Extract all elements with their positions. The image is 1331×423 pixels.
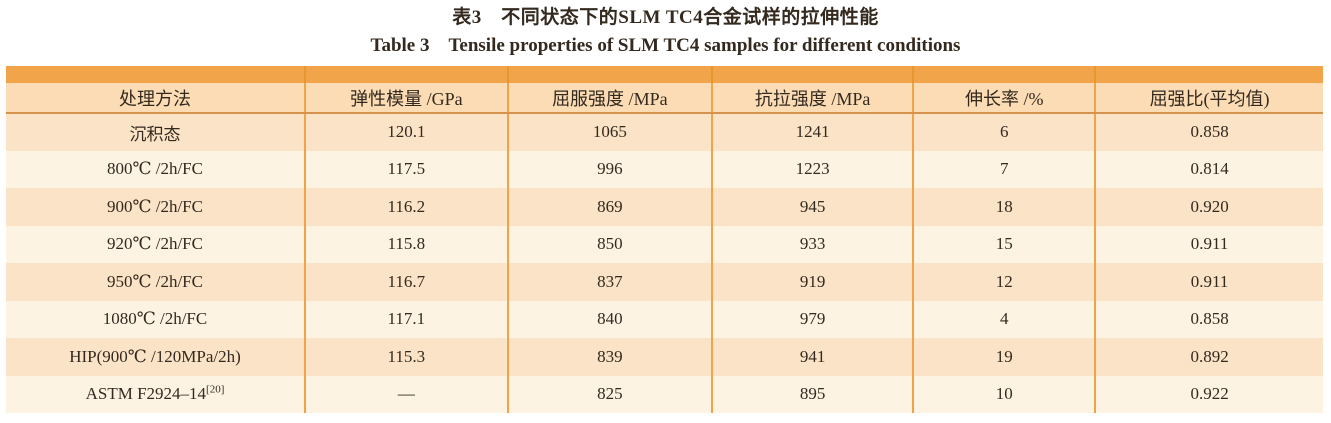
value-cell: 12 (913, 263, 1097, 301)
value-cell: 850 (507, 225, 713, 263)
column-header-treatment: 处理方法 (6, 83, 306, 114)
value-cell: 18 (913, 188, 1097, 226)
value-cell: 6 (913, 113, 1097, 151)
table-row: 900℃ /2h/FC 116.2 869 945 18 0.920 (6, 188, 1323, 226)
table-row: 沉积态 120.1 1065 1241 6 0.858 (6, 113, 1323, 151)
value-cell: 1223 (711, 150, 915, 188)
value-cell: 979 (711, 300, 915, 338)
value-cell: 895 (711, 375, 915, 413)
band-cell (711, 66, 915, 83)
table-row: 800℃ /2h/FC 117.5 996 1223 7 0.814 (6, 150, 1323, 188)
value-cell: 1241 (711, 113, 915, 151)
value-cell: 945 (711, 188, 915, 226)
value-cell: 0.920 (1095, 188, 1323, 226)
value-cell: 120.1 (304, 113, 509, 151)
column-header-elongation: 伸长率 /% (913, 83, 1097, 114)
value-cell: 0.892 (1095, 338, 1323, 376)
value-cell: 117.5 (304, 150, 509, 188)
table-body: 沉积态 120.1 1065 1241 6 0.858 800℃ /2h/FC 117.5 99… (6, 113, 1323, 413)
band-cell (1095, 66, 1323, 83)
value-cell: 7 (913, 150, 1097, 188)
value-cell: 115.8 (304, 225, 509, 263)
table-row: ASTM F2924–14[20] —825 895 10 0.922 (6, 375, 1323, 413)
treatment-method-cell: 950℃ /2h/FC (6, 263, 306, 301)
column-header-yield-strength: 屈服强度 /MPa (507, 83, 713, 114)
value-cell: 116.7 (304, 263, 509, 301)
tensile-properties-table: 处理方法 弹性模量 /GPa 屈服强度 /MPa 抗拉强度 /MPa 伸长率 /… (6, 66, 1323, 413)
treatment-method-cell: ASTM F2924–14[20] (6, 375, 306, 413)
value-cell: 0.858 (1095, 300, 1323, 338)
value-cell: 0.911 (1095, 225, 1323, 263)
treatment-method-cell: 沉积态 (6, 113, 306, 151)
band-cell (913, 66, 1097, 83)
value-cell: 0.858 (1095, 113, 1323, 151)
value-cell: 933 (711, 225, 915, 263)
value-cell: 840 (507, 300, 713, 338)
value-cell: 115.3 (304, 338, 509, 376)
value-cell: 10 (913, 375, 1097, 413)
table-title-chinese: 表3 不同状态下的SLM TC4合金试样的拉伸性能 (452, 7, 879, 28)
column-header-elastic-modulus: 弹性模量 /GPa (304, 83, 509, 114)
table-row: 1080℃ /2h/FC 117.1 840 979 4 0.858 (6, 300, 1323, 338)
table-figure: 表3 不同状态下的SLM TC4合金试样的拉伸性能 Table 3 Tensil… (0, 5, 1331, 413)
band-cell (6, 66, 306, 83)
value-cell: 1065 (507, 113, 713, 151)
value-cell: 0.814 (1095, 150, 1323, 188)
band-cell (507, 66, 713, 83)
value-cell: 869 (507, 188, 713, 226)
value-cell: 4 (913, 300, 1097, 338)
treatment-method-cell: HIP(900℃ /120MPa/2h) (6, 338, 306, 376)
value-cell: 919 (711, 263, 915, 301)
column-header-yield-ratio: 屈强比(平均值) (1095, 83, 1323, 114)
table-header-row: 处理方法 弹性模量 /GPa 屈服强度 /MPa 抗拉强度 /MPa 伸长率 /… (6, 83, 1323, 114)
treatment-method-cell: 1080℃ /2h/FC (6, 300, 306, 338)
value-cell: 15 (913, 225, 1097, 263)
value-cell: 996 (507, 150, 713, 188)
treatment-method-cell: 800℃ /2h/FC (6, 150, 306, 188)
value-cell: 825 (507, 375, 713, 413)
table-top-band (6, 66, 1323, 83)
value-cell: 117.1 (304, 300, 509, 338)
value-cell: 0.922 (1095, 375, 1323, 413)
value-cell: 839 (507, 338, 713, 376)
value-cell: 941 (711, 338, 915, 376)
value-cell: 116.2 (304, 188, 509, 226)
citation-superscript: [20] (206, 383, 225, 396)
table-row: HIP(900℃ /120MPa/2h) 115.3 839 941 19 0.892 (6, 338, 1323, 376)
value-cell: 0.911 (1095, 263, 1323, 301)
value-cell: 837 (507, 263, 713, 301)
value-cell: 19 (913, 338, 1097, 376)
table-row: 920℃ /2h/FC 115.8 850 933 15 0.911 (6, 225, 1323, 263)
column-header-tensile-strength: 抗拉强度 /MPa (711, 83, 915, 114)
treatment-method-cell: 900℃ /2h/FC (6, 188, 306, 226)
table-row: 950℃ /2h/FC 116.7 837 919 12 0.911 (6, 263, 1323, 301)
band-cell (304, 66, 509, 83)
value-cell: — (304, 375, 509, 413)
treatment-method-cell: 920℃ /2h/FC (6, 225, 306, 263)
table-title-english: Table 3 Tensile properties of SLM TC4 sa… (370, 35, 961, 56)
